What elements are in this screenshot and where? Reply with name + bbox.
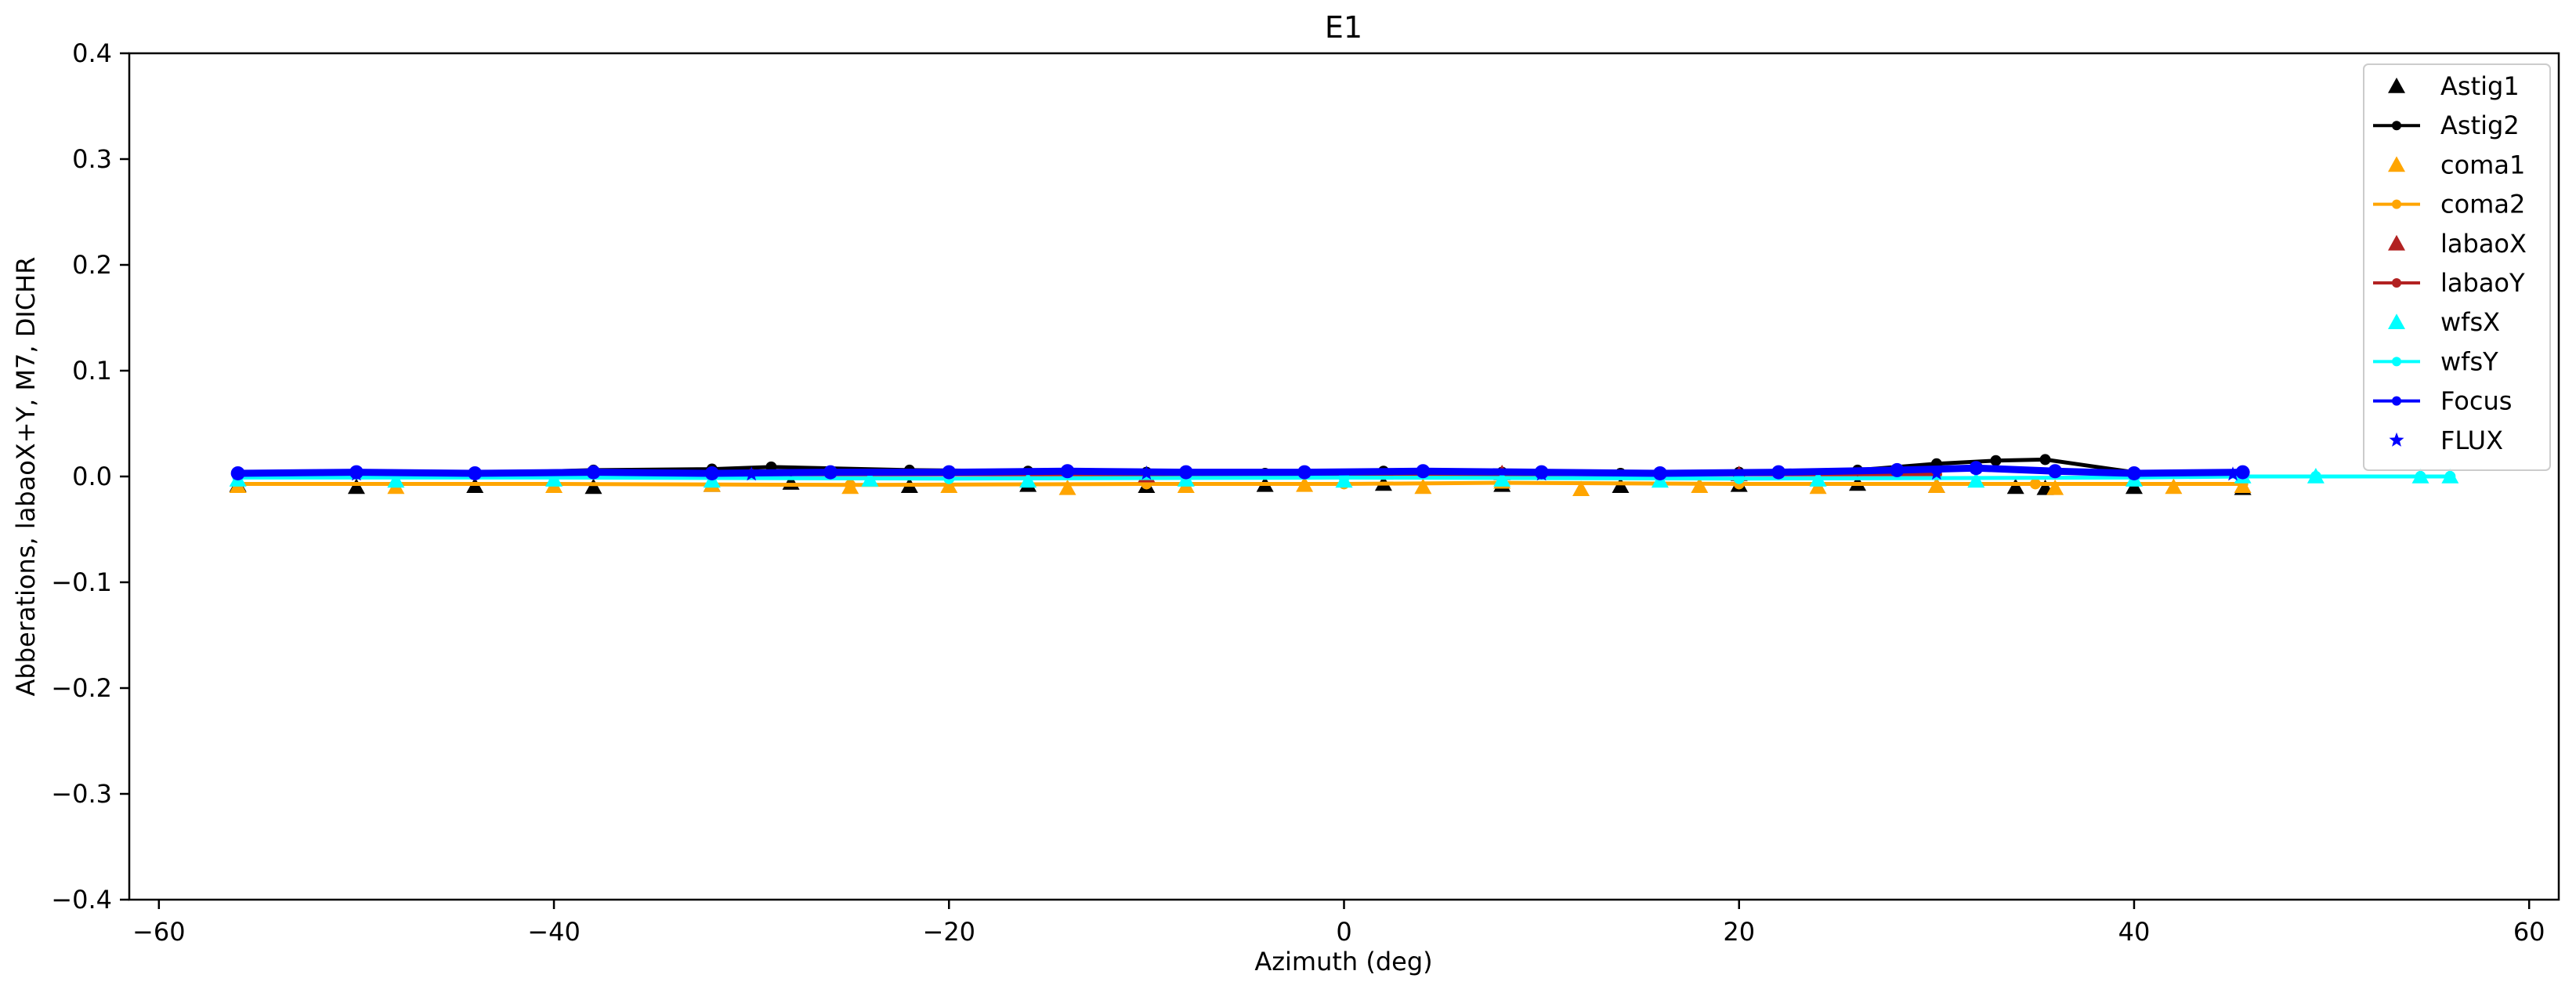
y-tick-label: 0.3 bbox=[72, 144, 112, 174]
y-tick-label: −0.3 bbox=[51, 779, 112, 809]
data-point-coma1 bbox=[1058, 479, 1076, 495]
x-tick-label: −40 bbox=[527, 917, 581, 947]
data-point-focus bbox=[1060, 464, 1075, 479]
legend-marker bbox=[2389, 432, 2404, 447]
legend-item-astig1: Astig1 bbox=[2388, 71, 2520, 101]
legend-marker bbox=[2388, 78, 2405, 93]
data-point-focus bbox=[1969, 461, 1984, 476]
series-focus bbox=[230, 461, 2250, 480]
data-point-coma1 bbox=[1414, 478, 1432, 494]
data-point-astig2 bbox=[2039, 454, 2051, 466]
legend-item-coma1: coma1 bbox=[2388, 150, 2525, 179]
legend-marker bbox=[2388, 156, 2405, 172]
data-point-flux bbox=[1929, 466, 1945, 480]
y-tick-label: 0.4 bbox=[72, 38, 112, 68]
data-point-focus bbox=[823, 465, 838, 480]
data-point-astig1 bbox=[347, 478, 365, 494]
data-point-focus bbox=[1297, 465, 1312, 480]
data-point-flux bbox=[349, 466, 364, 481]
data-point-focus bbox=[2126, 466, 2141, 480]
x-tick-label: −20 bbox=[923, 917, 976, 947]
legend-marker bbox=[2388, 313, 2405, 329]
data-point-focus bbox=[942, 465, 957, 480]
y-axis-label: Abberations, labaoX+Y, M7, DICHR bbox=[11, 257, 41, 697]
data-point-coma1 bbox=[2165, 478, 2183, 494]
legend-marker bbox=[2392, 396, 2401, 406]
legend-item-wfsx: wfsX bbox=[2388, 307, 2500, 337]
data-point-focus bbox=[704, 466, 719, 480]
legend-label: wfsX bbox=[2440, 307, 2500, 337]
legend-label: labaoY bbox=[2440, 268, 2525, 298]
y-axis: −0.4 −0.3 −0.2 −0.1 0.0 0.1 0.2 0.3 0.4 bbox=[51, 38, 129, 915]
legend-label: Astig1 bbox=[2440, 71, 2520, 101]
x-tick-label: 60 bbox=[2513, 917, 2545, 947]
y-tick-label: −0.4 bbox=[51, 885, 112, 915]
series-flux bbox=[349, 466, 2241, 481]
x-axis-label: Azimuth (deg) bbox=[1254, 947, 1432, 976]
data-point-focus bbox=[230, 466, 245, 480]
x-tick-label: −60 bbox=[132, 917, 186, 947]
data-point-focus bbox=[2048, 464, 2063, 479]
legend-label: coma2 bbox=[2440, 190, 2525, 219]
data-point-wfsy bbox=[2415, 471, 2426, 482]
legend-box bbox=[2363, 63, 2551, 471]
series-line-coma2 bbox=[237, 480, 2243, 487]
chart-title: E1 bbox=[1325, 10, 1362, 45]
legend-marker bbox=[2392, 121, 2401, 131]
plot-data-layer bbox=[229, 454, 2459, 496]
y-tick-label: 0.2 bbox=[72, 250, 112, 280]
legend-label: labaoX bbox=[2440, 229, 2527, 259]
legend-item-labaox: labaoX bbox=[2388, 229, 2527, 259]
x-tick-label: 20 bbox=[1723, 917, 1755, 947]
legend-item-coma2: coma2 bbox=[2373, 190, 2525, 219]
data-point-focus bbox=[586, 465, 601, 480]
legend-item-flux: FLUX bbox=[2389, 426, 2503, 455]
data-point-focus bbox=[1652, 466, 1667, 480]
legend-marker bbox=[2392, 199, 2401, 209]
legend-item-labaoy: labaoY bbox=[2373, 268, 2525, 298]
legend-label: FLUX bbox=[2440, 426, 2503, 455]
y-tick-label: −0.1 bbox=[51, 567, 112, 597]
legend-item-wfsy: wfsY bbox=[2373, 346, 2498, 376]
data-point-focus bbox=[2235, 465, 2250, 480]
data-point-astig1 bbox=[584, 478, 602, 494]
y-tick-label: −0.2 bbox=[51, 673, 112, 703]
data-point-coma1 bbox=[1572, 480, 1590, 496]
data-point-flux bbox=[1138, 466, 1154, 480]
x-axis: −60 −40 −20 0 20 40 60 bbox=[132, 900, 2545, 947]
y-tick-label: 0.1 bbox=[72, 356, 112, 386]
data-point-wfsy bbox=[2444, 471, 2456, 482]
y-tick-label: 0.0 bbox=[72, 462, 112, 491]
data-point-astig1 bbox=[2006, 478, 2024, 494]
data-point-flux bbox=[2225, 466, 2241, 481]
data-point-coma1 bbox=[2046, 479, 2064, 495]
legend: Astig1 Astig2 coma1 coma2 labaoX labaoY wfsX wf… bbox=[2363, 63, 2551, 471]
series-line-focus bbox=[237, 464, 2243, 477]
legend-label: Astig2 bbox=[2440, 110, 2520, 140]
data-point-focus bbox=[468, 466, 483, 480]
data-point-focus bbox=[1771, 465, 1786, 480]
data-point-flux bbox=[743, 466, 759, 481]
legend-item-focus: Focus bbox=[2373, 386, 2512, 416]
data-point-focus bbox=[1890, 462, 1905, 477]
data-point-focus bbox=[1178, 465, 1193, 480]
data-point-wfsy bbox=[2310, 471, 2321, 482]
x-tick-label: 0 bbox=[1336, 917, 1351, 947]
legend-marker bbox=[2392, 357, 2401, 367]
legend-label: Focus bbox=[2440, 386, 2512, 416]
data-point-focus bbox=[1416, 464, 1431, 479]
data-point-astig2 bbox=[1990, 455, 2002, 466]
legend-item-astig2: Astig2 bbox=[2373, 110, 2520, 140]
legend-marker bbox=[2392, 278, 2401, 288]
x-tick-label: 40 bbox=[2118, 917, 2151, 947]
legend-label: wfsY bbox=[2440, 346, 2498, 376]
legend-marker bbox=[2388, 234, 2405, 251]
data-point-coma2 bbox=[2029, 478, 2041, 490]
series-line-wfsy bbox=[237, 474, 2451, 481]
legend-label: coma1 bbox=[2440, 150, 2525, 179]
data-point-wfsx bbox=[387, 472, 405, 488]
data-point-flux bbox=[1534, 466, 1550, 481]
data-point-coma2 bbox=[845, 479, 856, 491]
